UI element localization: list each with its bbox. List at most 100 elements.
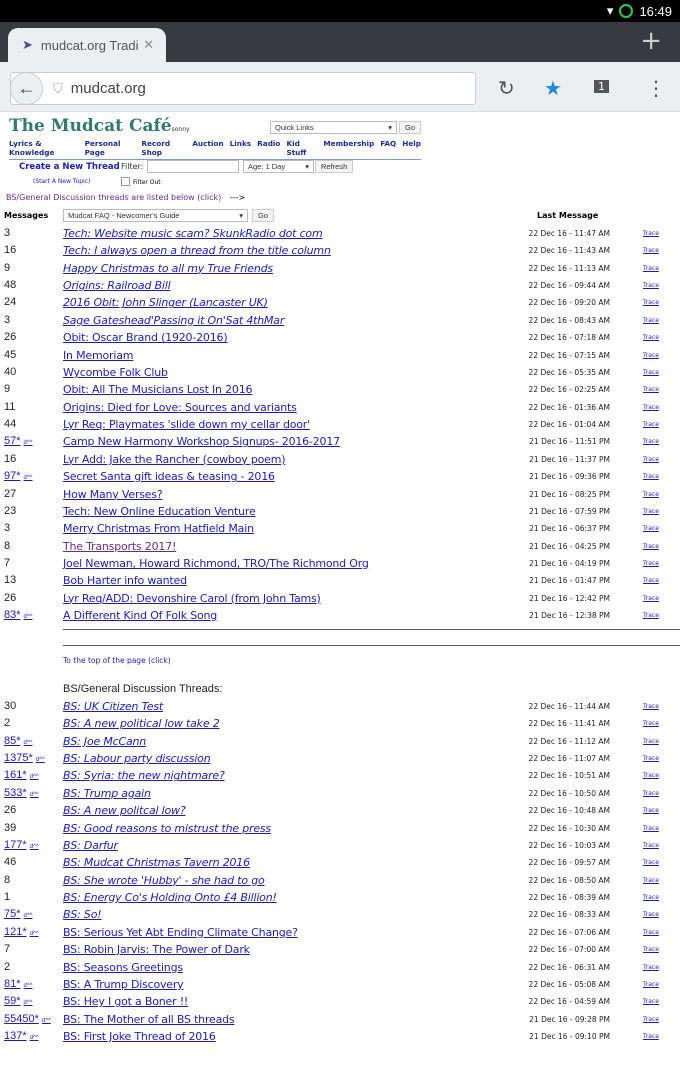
jump-link[interactable]: d^^ — [29, 774, 39, 781]
quick-links-go-button[interactable]: Go — [399, 121, 422, 134]
nav-link[interactable]: Record Shop — [141, 139, 171, 157]
trace-link[interactable]: Trace — [643, 998, 659, 1006]
trace-link[interactable]: Trace — [643, 963, 659, 971]
thread-title-link[interactable]: BS: She wrote 'Hubby' - she had to go — [63, 873, 265, 887]
new-tab-icon[interactable]: + — [640, 26, 662, 56]
thread-title-link[interactable]: Joel Newman, Howard Richmond, TRO/The Ri… — [63, 557, 369, 571]
thread-title-link[interactable]: BS: A Trump Discovery — [63, 977, 184, 991]
count-link[interactable]: 177* — [4, 838, 27, 851]
trace-link[interactable]: Trace — [643, 421, 659, 429]
jump-link[interactable]: d^^ — [35, 757, 45, 764]
thread-title-link[interactable]: BS: Robin Jarvis: The Power of Dark — [63, 943, 250, 957]
count-link[interactable]: 57* — [4, 435, 21, 448]
top-of-page-link[interactable]: To the top of the page (click) — [63, 656, 171, 665]
nav-link[interactable]: Radio — [257, 139, 281, 148]
create-thread-link[interactable]: Create a New Thread — [19, 162, 120, 172]
trace-link[interactable]: Trace — [643, 1033, 659, 1041]
trace-link[interactable]: Trace — [643, 560, 659, 568]
thread-title-link[interactable]: Lyr Req: Playmates 'slide down my cellar… — [63, 418, 310, 432]
thread-title-link[interactable]: BS: Seasons Greetings — [63, 960, 183, 974]
thread-title-link[interactable]: BS: A new political low take 2 — [63, 717, 220, 731]
thread-title-link[interactable]: Lyr Add: Jake the Rancher (cowboy poem) — [63, 452, 286, 466]
jump-link[interactable]: d^^ — [29, 843, 39, 850]
thread-title-link[interactable]: Tech: New Online Education Venture — [63, 504, 256, 518]
trace-link[interactable]: Trace — [643, 542, 659, 550]
thread-title-link[interactable]: Tech: I always open a thread from the ti… — [63, 244, 331, 258]
thread-title-link[interactable]: Merry Christmas From Hatfield Main — [63, 522, 254, 536]
trace-link[interactable]: Trace — [643, 980, 659, 988]
trace-link[interactable]: Trace — [643, 230, 659, 237]
nav-link[interactable]: Help — [402, 139, 421, 148]
count-link[interactable]: 85* — [4, 734, 21, 747]
trace-link[interactable]: Trace — [643, 703, 659, 710]
jump-link[interactable]: d^^ — [23, 475, 33, 482]
jump-link[interactable]: d^^ — [41, 1017, 51, 1024]
trace-link[interactable]: Trace — [643, 720, 659, 728]
thread-title-link[interactable]: BS: Serious Yet Abt Ending Climate Chang… — [63, 925, 298, 939]
age-select[interactable]: Age: 1 Day ▾ — [243, 160, 314, 173]
trace-link[interactable]: Trace — [643, 772, 659, 780]
jump-link[interactable]: d^^ — [23, 739, 33, 746]
count-link[interactable]: 137* — [4, 1030, 27, 1043]
nav-link[interactable]: FAQ — [380, 139, 397, 148]
thread-title-link[interactable]: BS: Energy Co's Holding Onto £4 Billion! — [63, 891, 277, 905]
count-link[interactable]: 83* — [4, 609, 21, 622]
trace-link[interactable]: Trace — [643, 473, 659, 481]
trace-link[interactable]: Trace — [643, 755, 659, 763]
trace-link[interactable]: Trace — [643, 807, 659, 815]
thread-title-link[interactable]: BS: Good reasons to mistrust the press — [63, 821, 271, 835]
close-tab-icon[interactable]: ✕ — [143, 37, 154, 52]
thread-title-link[interactable]: BS: First Joke Thread of 2016 — [63, 1030, 216, 1044]
trace-link[interactable]: Trace — [643, 1015, 659, 1023]
trace-link[interactable]: Trace — [643, 928, 659, 936]
thread-title-link[interactable]: BS: So! — [63, 908, 102, 922]
menu-icon[interactable]: ⋮ — [646, 76, 666, 100]
trace-link[interactable]: Trace — [643, 368, 659, 376]
trace-link[interactable]: Trace — [643, 386, 659, 394]
trace-link[interactable]: Trace — [643, 455, 659, 463]
thread-title-link[interactable]: BS: Syria: the new nightmare? — [63, 769, 225, 783]
thread-title-link[interactable]: BS: Mudcat Christmas Tavern 2016 — [63, 856, 250, 870]
count-link[interactable]: 1375* — [4, 752, 33, 765]
thread-title-link[interactable]: Sage Gateshead'Passing it On'Sat 4thMar — [63, 313, 285, 327]
thread-title-link[interactable]: In Memoriam — [63, 348, 134, 362]
quick-links-select[interactable]: Quick Links ▾ — [270, 121, 397, 134]
thread-title-link[interactable]: Lyr Req/ADD: Devonshire Carol (from John… — [63, 591, 321, 605]
trace-link[interactable]: Trace — [643, 911, 659, 919]
trace-link[interactable]: Trace — [643, 316, 659, 324]
thread-title-link[interactable]: Secret Santa gift ideas & teasing - 2016 — [63, 470, 275, 484]
trace-link[interactable]: Trace — [643, 403, 659, 411]
trace-link[interactable]: Trace — [643, 282, 659, 290]
tabs-icon[interactable]: 1 — [594, 80, 609, 93]
jump-link[interactable]: d^^ — [23, 982, 33, 989]
filter-out-checkbox[interactable] — [121, 177, 130, 186]
filter-input[interactable] — [147, 160, 239, 173]
thread-title-link[interactable]: A Different Kind Of Folk Song — [63, 609, 218, 623]
trace-link[interactable]: Trace — [643, 351, 659, 359]
jump-link[interactable]: d^^ — [23, 1000, 33, 1007]
thread-title-link[interactable]: BS: Darfur — [63, 838, 118, 852]
trace-link[interactable]: Trace — [643, 824, 659, 832]
nav-link[interactable]: Links — [229, 139, 252, 148]
thread-title-link[interactable]: The Transports 2017! — [63, 539, 177, 553]
thread-title-link[interactable]: BS: Joe McCann — [63, 734, 147, 748]
nav-link[interactable]: Lyrics & Knowledge — [9, 139, 55, 157]
trace-link[interactable]: Trace — [643, 507, 659, 515]
trace-link[interactable]: Trace — [643, 789, 659, 797]
trace-link[interactable]: Trace — [643, 946, 659, 954]
trace-link[interactable]: Trace — [643, 264, 659, 272]
trace-link[interactable]: Trace — [643, 438, 659, 446]
thread-title-link[interactable]: Origins: Died for Love: Sources and vari… — [63, 400, 297, 414]
thread-title-link[interactable]: BS: Trump again — [63, 786, 151, 800]
trace-link[interactable]: Trace — [643, 876, 659, 884]
trace-link[interactable]: Trace — [643, 841, 659, 849]
jump-link[interactable]: d^^ — [23, 440, 33, 447]
site-logo[interactable]: The Mudcat Cafésonny — [9, 116, 190, 136]
thread-title-link[interactable]: Tech: Website music scam? SkunkRadio dot… — [63, 227, 323, 240]
count-link[interactable]: 161* — [4, 769, 27, 782]
thread-title-link[interactable]: Bob Harter info wanted — [63, 574, 187, 588]
count-link[interactable]: 97* — [4, 470, 21, 483]
thread-title-link[interactable]: Wycombe Folk Club — [63, 365, 168, 379]
faq-select[interactable]: Mudcat FAQ - Newcomer's Guide ▾ — [63, 209, 248, 222]
thread-title-link[interactable]: BS: The Mother of all BS threads — [63, 1012, 235, 1026]
